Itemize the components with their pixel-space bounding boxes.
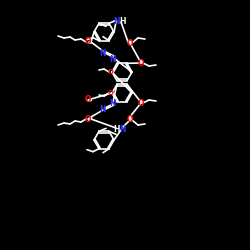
Text: O: O	[108, 69, 114, 75]
Text: N: N	[100, 106, 106, 114]
Text: O: O	[127, 38, 133, 48]
Text: N: N	[114, 18, 120, 26]
Text: O: O	[108, 90, 114, 96]
Text: O: O	[85, 114, 91, 124]
Text: H: H	[114, 126, 120, 134]
Text: O: O	[138, 58, 144, 68]
Text: H: H	[119, 18, 125, 26]
Text: O: O	[85, 38, 91, 46]
Text: N: N	[100, 48, 106, 58]
Text: O: O	[127, 116, 133, 124]
Text: N: N	[110, 100, 116, 108]
Text: O: O	[138, 98, 144, 108]
Text: N: N	[119, 126, 125, 134]
Text: O: O	[85, 96, 91, 104]
Text: N: N	[110, 54, 116, 64]
